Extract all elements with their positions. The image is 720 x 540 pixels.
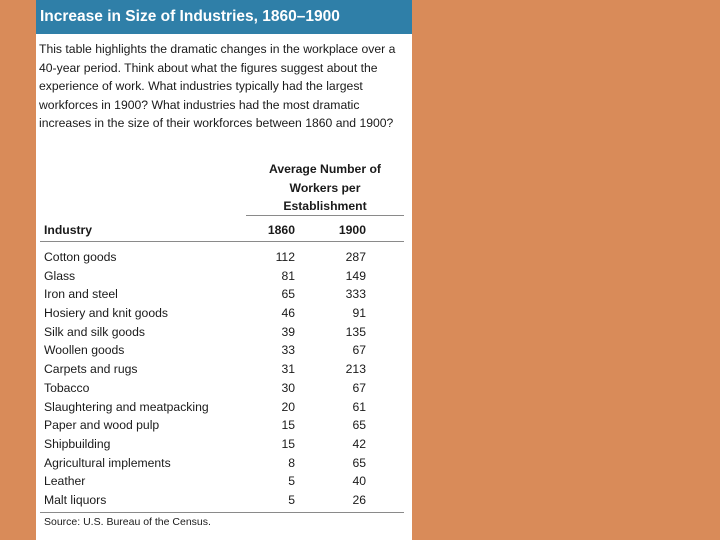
column-header-1860: 1860 bbox=[267, 223, 295, 237]
table-body: Cotton goods 112 287 Glass 81 149 Iron and ste… bbox=[36, 248, 412, 510]
value-1900-cell: 333 bbox=[345, 287, 366, 302]
value-1860-cell: 8 bbox=[288, 455, 295, 470]
industry-cell: Iron and steel bbox=[44, 287, 118, 302]
value-1900-cell: 67 bbox=[352, 343, 366, 358]
value-1900-cell: 91 bbox=[352, 306, 366, 321]
value-1860-cell: 15 bbox=[281, 418, 295, 433]
value-1860-cell: 65 bbox=[281, 287, 295, 302]
value-1900-cell: 65 bbox=[352, 455, 366, 470]
value-1860-cell: 20 bbox=[281, 399, 295, 414]
industry-cell: Cotton goods bbox=[44, 250, 117, 264]
value-1860-cell: 46 bbox=[281, 306, 295, 321]
table-row: Slaughtering and meatpacking 20 61 bbox=[36, 398, 412, 417]
table-row: Tobacco 30 67 bbox=[36, 379, 412, 398]
value-1860-cell: 81 bbox=[281, 268, 295, 283]
industry-cell: Shipbuilding bbox=[44, 436, 111, 451]
table-row: Silk and silk goods 39 135 bbox=[36, 323, 412, 342]
value-1900-cell: 287 bbox=[345, 250, 366, 264]
table-row: Paper and wood pulp 15 65 bbox=[36, 416, 412, 435]
footer-rule bbox=[40, 512, 404, 513]
industry-cell: Agricultural implements bbox=[44, 455, 171, 470]
table-row: Glass 81 149 bbox=[36, 267, 412, 286]
value-1860-cell: 112 bbox=[275, 250, 295, 264]
value-1900-cell: 213 bbox=[345, 362, 366, 377]
value-1900-cell: 67 bbox=[352, 380, 366, 395]
column-header-industry: Industry bbox=[44, 223, 93, 237]
value-1860-cell: 33 bbox=[281, 343, 295, 358]
group-header-line: Average Number of bbox=[269, 162, 381, 176]
industry-cell: Carpets and rugs bbox=[44, 362, 138, 377]
industry-cell: Hosiery and knit goods bbox=[44, 306, 168, 321]
industry-cell: Woollen goods bbox=[44, 343, 125, 358]
value-1860-cell: 15 bbox=[281, 436, 295, 451]
table-row: Malt liquors 5 26 bbox=[36, 491, 412, 510]
value-1900-cell: 135 bbox=[345, 324, 366, 339]
header-rule bbox=[40, 241, 404, 242]
table-header-row: Industry 1860 1900 bbox=[36, 223, 412, 241]
table-row: Cotton goods 112 287 bbox=[36, 248, 412, 267]
value-1860-cell: 39 bbox=[281, 324, 295, 339]
value-1860-cell: 5 bbox=[288, 492, 295, 507]
intro-paragraph: This table highlights the dramatic chang… bbox=[39, 42, 396, 131]
value-1860-cell: 5 bbox=[288, 474, 295, 489]
value-1900-cell: 40 bbox=[352, 474, 366, 489]
industry-cell: Leather bbox=[44, 474, 86, 489]
value-1900-cell: 149 bbox=[345, 268, 366, 283]
column-group-header: Average Number of Workers per Establishm… bbox=[246, 160, 404, 216]
value-1900-cell: 42 bbox=[352, 436, 366, 451]
table-row: Woollen goods 33 67 bbox=[36, 341, 412, 360]
table-row: Leather 5 40 bbox=[36, 472, 412, 491]
value-1900-cell: 61 bbox=[352, 399, 366, 414]
industry-cell: Malt liquors bbox=[44, 492, 107, 507]
industry-cell: Paper and wood pulp bbox=[44, 418, 160, 433]
table-panel: Increase in Size of Industries, 1860–190… bbox=[36, 0, 412, 540]
group-header-rule bbox=[246, 215, 404, 216]
value-1900-cell: 26 bbox=[352, 492, 366, 507]
table-row: Iron and steel 65 333 bbox=[36, 285, 412, 304]
table-title: Increase in Size of Industries, 1860–190… bbox=[36, 0, 412, 34]
industry-cell: Slaughtering and meatpacking bbox=[44, 399, 209, 414]
industry-cell: Glass bbox=[44, 268, 76, 283]
value-1860-cell: 30 bbox=[281, 380, 295, 395]
table-row: Agricultural implements 8 65 bbox=[36, 454, 412, 473]
industry-cell: Silk and silk goods bbox=[44, 324, 145, 339]
table-row: Hosiery and knit goods 46 91 bbox=[36, 304, 412, 323]
value-1900-cell: 65 bbox=[352, 418, 366, 433]
group-header-line: Establishment bbox=[283, 199, 367, 213]
table-row: Shipbuilding 15 42 bbox=[36, 435, 412, 454]
source-note: Source: U.S. Bureau of the Census. bbox=[44, 516, 211, 528]
industry-cell: Tobacco bbox=[44, 380, 90, 395]
group-header-line: Workers per bbox=[289, 180, 361, 195]
column-header-1900: 1900 bbox=[338, 223, 366, 237]
value-1860-cell: 31 bbox=[281, 362, 295, 377]
table-row: Carpets and rugs 31 213 bbox=[36, 360, 412, 379]
